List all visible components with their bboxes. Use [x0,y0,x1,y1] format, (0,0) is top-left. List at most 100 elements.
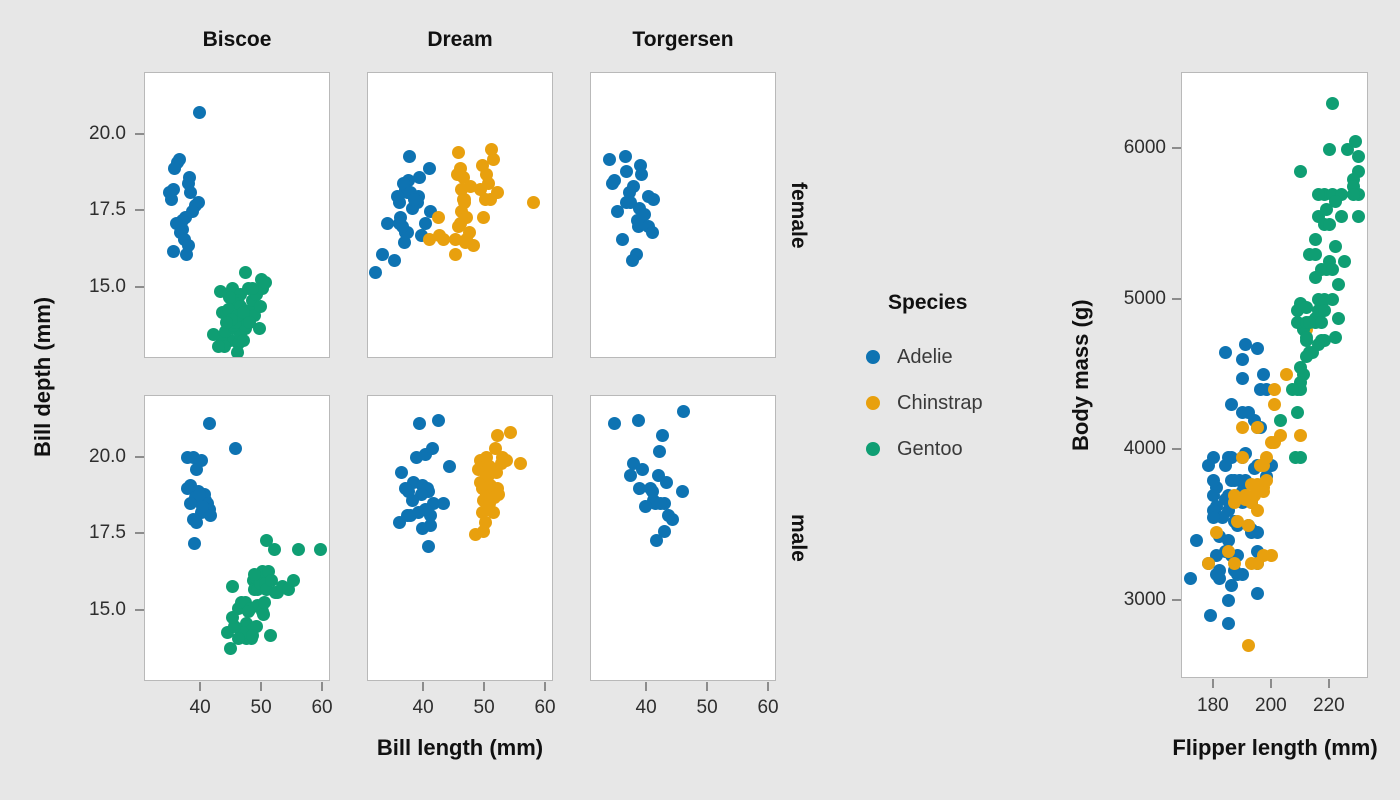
x-tick-mark [767,682,770,691]
panel-dream-female [367,72,553,358]
data-point [1250,477,1264,491]
panel-dream-male [367,395,553,681]
data-point [291,543,305,557]
data-point [1317,304,1331,318]
data-point [652,444,666,458]
legend-dot-adelie [866,350,880,364]
data-point [1294,451,1308,465]
data-point [1227,556,1241,570]
data-point [499,454,513,468]
y-tick-label: 15.0 [89,276,126,298]
panel-biscoe-female [144,72,330,358]
data-point [1308,247,1322,261]
data-point [1242,518,1256,532]
data-point [655,429,669,443]
data-point [1300,300,1314,314]
data-point [1221,545,1235,559]
data-point [1332,311,1346,325]
data-point [232,632,246,646]
data-point [230,346,244,357]
data-point [1236,451,1250,465]
data-point [490,429,504,443]
data-point [479,192,493,206]
data-point [1221,533,1235,547]
data-point [492,487,505,501]
data-point [1250,526,1264,540]
y-tick-mark [1172,448,1181,451]
panel-torgersen-female [590,72,776,358]
data-point [268,543,282,557]
y-tick-mark [1172,598,1181,601]
panel-mass-flipper [1181,72,1368,678]
data-point [254,300,268,314]
data-point [224,641,238,655]
data-point [226,580,240,594]
y-tick-label: 17.5 [89,199,126,221]
data-point [286,574,300,588]
data-point [610,204,624,218]
data-point [619,149,633,163]
data-point [1207,511,1221,525]
y-tick-mark [135,455,144,458]
data-point [477,524,491,538]
legend-label-gentoo: Gentoo [897,438,963,460]
strip-label-female: female [787,181,810,249]
x-tick-label: 50 [473,697,495,718]
data-point [246,281,260,295]
data-point [1204,609,1218,623]
data-point [394,211,408,225]
data-point [654,497,668,511]
data-point [1224,451,1238,465]
data-point [1294,360,1308,374]
data-point [195,500,209,514]
facet-title-biscoe: Biscoe [202,28,272,51]
data-point [1256,368,1270,382]
data-point [603,152,617,166]
data-point [225,610,239,624]
data-point [1207,488,1221,502]
data-point [632,481,646,495]
data-point [418,217,432,231]
legend-item-adelie: Adelie [866,343,1066,371]
data-point [183,186,197,200]
data-point [1308,232,1322,246]
data-point [1236,353,1250,367]
data-point [1300,349,1314,363]
data-point [657,524,671,538]
data-point [192,487,206,501]
y-tick-label: 6000 [1123,137,1166,159]
data-point [463,180,477,194]
data-point [1250,503,1264,517]
data-point [659,475,673,489]
data-point [1294,428,1308,442]
data-point [1326,262,1340,276]
data-point [437,497,451,511]
y-tick-mark [135,609,144,612]
data-point [1227,488,1241,502]
data-point [214,284,228,298]
data-point [477,211,491,225]
data-point [661,509,675,523]
data-point [212,340,226,354]
strip-label-male: male [787,514,810,562]
data-point [238,266,252,280]
x-tick-mark [422,682,425,691]
data-point [184,497,198,511]
x-tick-label: 180 [1197,695,1229,716]
data-point [1317,293,1331,307]
data-point [411,506,425,520]
data-point [1323,142,1337,156]
x-tick-mark [1211,679,1214,688]
x-tick-label: 50 [250,697,272,718]
data-point [314,543,328,557]
x-tick-label: 60 [757,697,779,718]
legend-label-chinstrap: Chinstrap [897,392,983,414]
data-point [223,290,237,304]
y-axis-label-bill-depth: Bill depth (mm) [30,296,55,457]
y-tick-label: 4000 [1123,438,1166,460]
x-tick-label: 200 [1255,695,1287,716]
data-point [647,192,661,206]
x-tick-mark [544,682,547,691]
x-tick-label: 60 [311,697,333,718]
data-point [179,247,193,261]
